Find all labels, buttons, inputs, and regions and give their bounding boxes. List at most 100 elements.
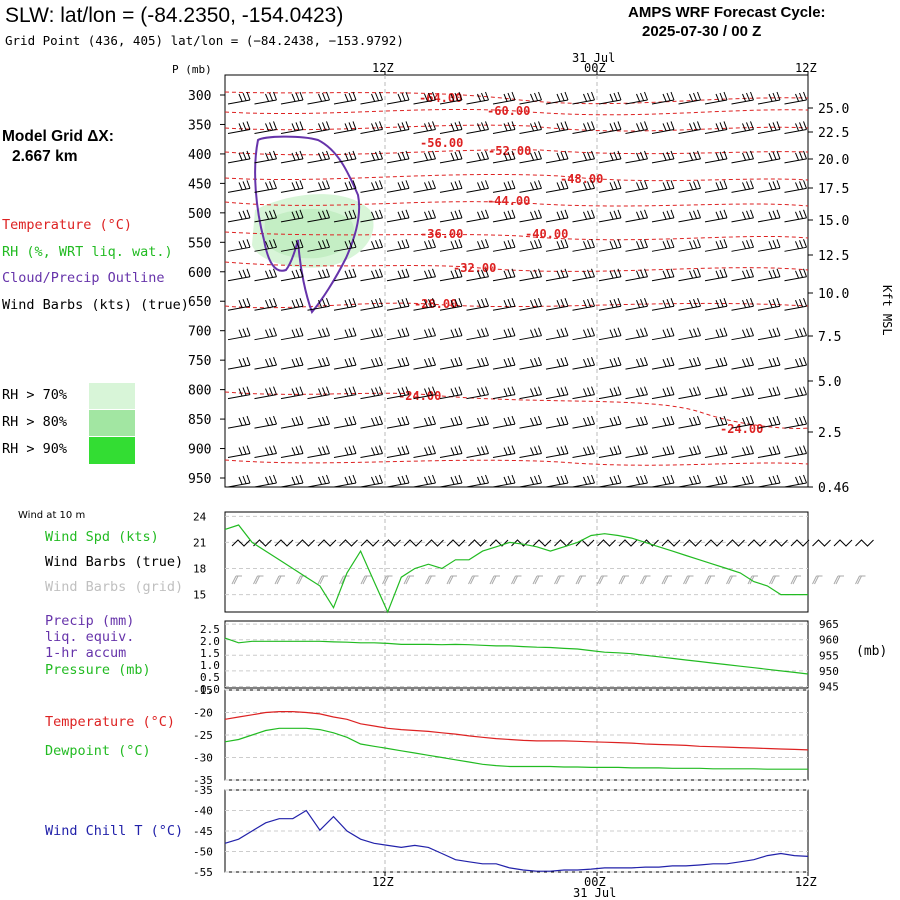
- wind-barb: [757, 298, 781, 311]
- kft-tick-label: 25.0: [818, 102, 849, 117]
- wind-barb: [413, 180, 436, 193]
- surface-wind-barb-grid: [274, 575, 285, 585]
- pressure-unit-label: (mb): [856, 644, 888, 659]
- wind-barb: [439, 327, 463, 341]
- wind-barb: [333, 239, 357, 252]
- wind-barb: [572, 386, 595, 400]
- temperature-contour: [224, 173, 809, 182]
- wind-barb: [704, 415, 728, 429]
- wind-barb: [545, 298, 569, 311]
- pressure-line: [224, 637, 809, 675]
- surface-wind-barb-true: [468, 539, 487, 547]
- wind-barb: [598, 121, 622, 134]
- wind-barb: [439, 91, 463, 105]
- wind-barb: [572, 209, 595, 223]
- wind-barb: [227, 445, 251, 459]
- surface-wind-barb-grid: [597, 575, 608, 585]
- wind-barb: [757, 239, 781, 252]
- surface-wind-barb-true: [855, 539, 874, 547]
- surface-wind-barb-true: [683, 539, 702, 547]
- wind10m-panel-frame: [224, 511, 809, 613]
- wind-barb: [227, 121, 251, 134]
- wind-barb: [598, 327, 622, 341]
- wind-barb: [254, 268, 277, 282]
- wind-barb: [333, 209, 357, 223]
- pressure-tick-label: 700: [188, 325, 211, 340]
- wind-barb: [678, 445, 701, 459]
- wind-barb: [678, 239, 701, 252]
- surface-wind-barb-grid: [683, 575, 694, 585]
- wind-chill-label: Wind Chill T (°C): [45, 823, 184, 839]
- wind-barb: [678, 327, 701, 341]
- surface-wind-barb-true: [812, 539, 831, 547]
- wind-barb: [360, 268, 383, 282]
- pressure-panel-frame: [224, 620, 809, 689]
- wind-barb: [439, 180, 463, 193]
- wind-barb: [386, 150, 410, 164]
- wind-barb: [307, 415, 330, 429]
- wind-barb: [545, 386, 569, 400]
- wind-barb: [254, 298, 277, 311]
- wind-barb: [386, 239, 410, 252]
- wind-barb: [545, 209, 569, 223]
- wind-barb: [492, 180, 516, 193]
- wind-barb: [731, 474, 754, 488]
- wind-barb: [280, 121, 304, 134]
- wind-barb: [254, 445, 277, 459]
- wind-barb: [519, 415, 542, 429]
- wind-barb: [625, 180, 648, 193]
- temperature-contour-label: -52.00: [488, 144, 531, 158]
- wind-barb: [519, 121, 542, 134]
- wind-barb: [704, 239, 728, 252]
- kft-tick-label: 17.5: [818, 182, 849, 197]
- kft-tick-label: 10.0: [818, 287, 849, 302]
- surface-wind-barb-true: [618, 539, 638, 547]
- wind-barb: [439, 415, 463, 429]
- surface-wind-barb-true: [575, 539, 595, 547]
- temperature-contour: [224, 231, 809, 241]
- wind-barb: [519, 239, 542, 252]
- wind-barb: [625, 415, 648, 429]
- wind-barb: [625, 356, 648, 370]
- wind-barb: [466, 209, 489, 223]
- wind-barb: [598, 209, 622, 223]
- precip-tick-label: 0.5: [200, 671, 220, 684]
- wind-barb: [439, 386, 463, 400]
- wind10m-tick-label: 18: [193, 563, 206, 576]
- wind-barb: [360, 180, 383, 193]
- wind-barb: [280, 474, 304, 488]
- cloud-outline: [254, 135, 361, 314]
- surface-wind-barb-grid: [833, 575, 844, 585]
- wind-barb: [439, 239, 463, 252]
- pressure-tick-label: 600: [188, 266, 211, 281]
- wind-barb: [307, 268, 330, 282]
- wind-barb: [413, 239, 436, 252]
- wind-barb: [784, 356, 807, 370]
- pressure-tick-label: 950: [819, 665, 839, 678]
- wind-barb: [598, 268, 622, 282]
- surface-wind-barb-grid: [489, 575, 500, 585]
- wind-barb: [757, 474, 781, 488]
- surface-wind-barb-true: [726, 539, 745, 547]
- wind-barb: [757, 209, 781, 223]
- wind-barb: [492, 209, 516, 223]
- wind-barb: [280, 239, 304, 252]
- wind-barb: [333, 474, 357, 488]
- wind-barb: [651, 356, 675, 370]
- surface-wind-barb-grid: [231, 575, 242, 585]
- surface-wind-barb-grid: [769, 575, 780, 585]
- wind-barb: [784, 298, 807, 311]
- date-label-top: 31 Jul: [572, 51, 616, 65]
- surface-wind-barb-grid: [532, 575, 543, 585]
- wind-barb: [360, 239, 383, 252]
- wind-barb: [333, 415, 357, 429]
- wind-barb: [386, 298, 410, 311]
- wind-barb: [678, 474, 701, 488]
- wind-barb: [492, 445, 516, 459]
- surface-wind-barb-true: [597, 539, 616, 547]
- windchill-tick-label: -40: [193, 805, 213, 818]
- wind-barbs-grid-label: Wind Barbs (grid): [45, 579, 184, 595]
- surface-wind-barb-grid: [554, 575, 565, 585]
- wind-barb: [307, 180, 330, 193]
- wind-barb: [280, 386, 304, 400]
